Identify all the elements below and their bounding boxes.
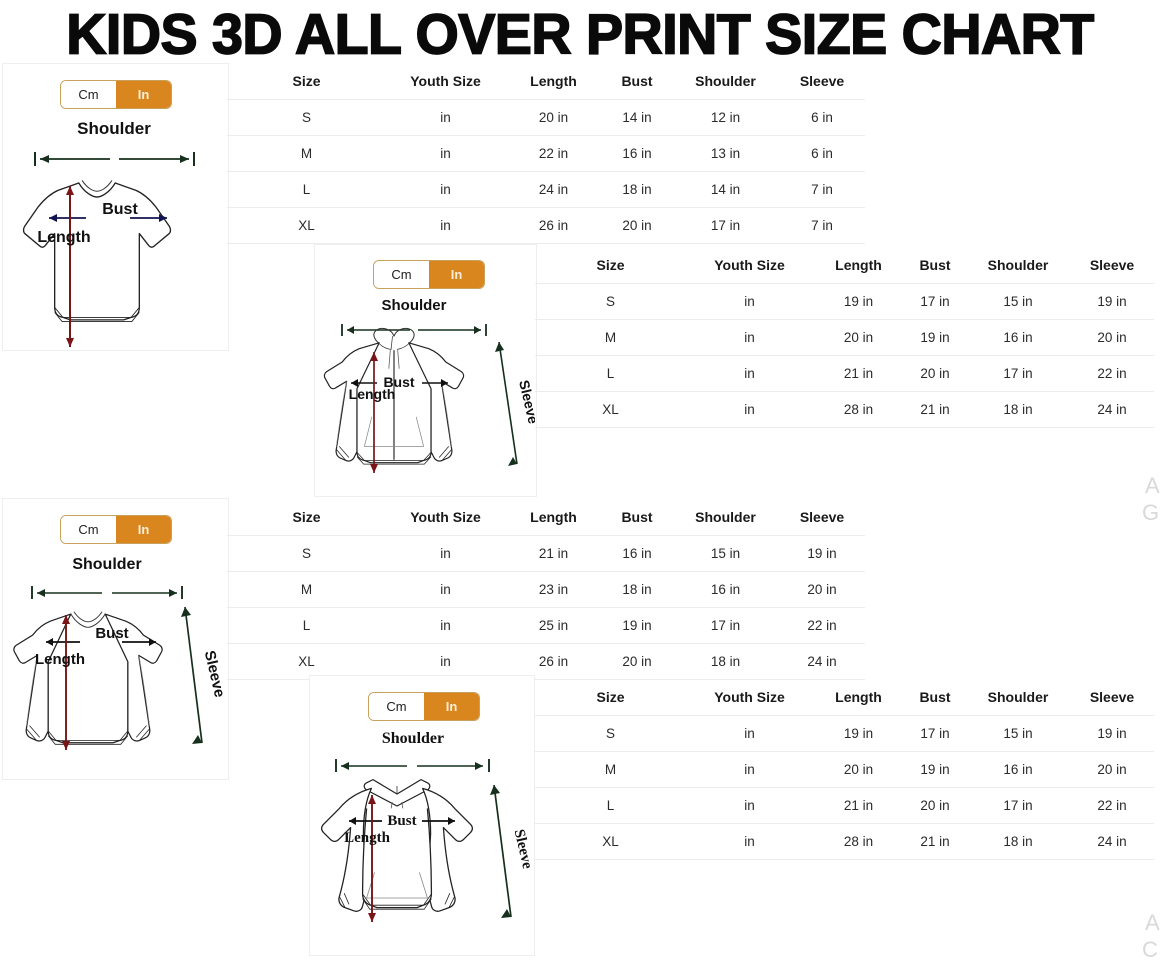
svg-text:Shoulder: Shoulder [72,556,141,573]
svg-text:Sleeve: Sleeve [511,828,533,871]
svg-text:Length: Length [349,386,396,402]
svg-text:Length: Length [35,651,85,668]
svg-text:Length: Length [344,830,391,846]
svg-text:Bust: Bust [387,813,416,829]
svg-text:Length: Length [37,229,90,246]
svg-text:Bust: Bust [95,625,128,642]
svg-text:Shoulder: Shoulder [381,297,446,314]
svg-text:Shoulder: Shoulder [77,119,151,138]
svg-text:Sleeve: Sleeve [516,378,535,425]
svg-text:Shoulder: Shoulder [382,730,444,747]
svg-text:Sleeve: Sleeve [201,649,227,699]
svg-text:Bust: Bust [102,201,138,218]
